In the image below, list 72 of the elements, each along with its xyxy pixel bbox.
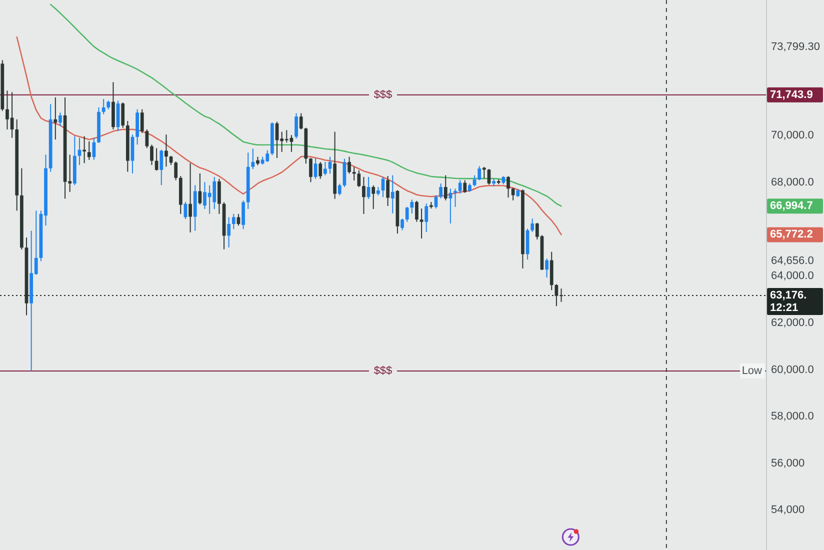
candlestick (357, 170, 361, 188)
candlestick (439, 182, 442, 199)
candlestick (400, 218, 404, 231)
candlestick (424, 203, 428, 232)
line-series (16, 36, 562, 236)
y-tick-label: 56,000 (771, 457, 805, 470)
candlestick (314, 157, 318, 180)
y-tick-label: 71,743.9 (770, 88, 813, 101)
candlestick (352, 166, 356, 181)
candlestick (145, 128, 149, 149)
candlestick (242, 200, 245, 230)
candlestick (415, 200, 418, 222)
candlestick (324, 161, 327, 176)
candlestick (154, 148, 158, 172)
candlestick (362, 176, 366, 214)
candlestick (309, 157, 312, 183)
candlestick (454, 188, 457, 208)
candlestick (487, 168, 491, 186)
candlestick (236, 213, 240, 226)
candlestick (338, 183, 342, 196)
candlestick (102, 98, 106, 115)
candlestick (150, 144, 154, 166)
candlestick (82, 136, 86, 164)
ref-line-label: $$$ (374, 364, 392, 377)
candlestick (251, 148, 255, 170)
candlestick (444, 174, 448, 201)
ref-line-label: $$$ (374, 88, 392, 101)
candlestick (545, 258, 548, 278)
y-tick-label: 58,000.0 (771, 410, 814, 423)
candlestick (164, 134, 168, 168)
candlestick (348, 156, 351, 174)
candlestick (530, 218, 534, 232)
candlestick (87, 140, 91, 160)
y-tick-label: 70,000.0 (771, 130, 814, 142)
candlestick (420, 208, 424, 239)
y-tick-label: 60,000.0 (771, 364, 814, 376)
candlestick (506, 176, 510, 198)
candlestick (390, 174, 394, 214)
y-tick-label: 54,000 (771, 504, 805, 516)
candlestick (318, 161, 322, 180)
candlestick (160, 149, 164, 186)
candlestick (54, 96, 58, 140)
y-tick-label: 62,000.0 (771, 316, 814, 329)
candlestick (511, 187, 515, 201)
candlestick (478, 166, 482, 181)
line-series (50, 4, 562, 207)
y-tick-label: 64,656.0 (771, 254, 814, 267)
candlestick (227, 216, 231, 248)
candlestick (198, 172, 202, 206)
candlestick (405, 206, 409, 222)
candlestick (458, 180, 462, 194)
text: 12:21 (770, 302, 798, 314)
y-tick-label: 63,176. (770, 289, 807, 302)
annotation: Low (742, 364, 762, 377)
y-tick-label: 65,772.2 (770, 228, 813, 241)
y-tick-label: 73,799.30 (771, 40, 820, 53)
candlestick (299, 112, 303, 130)
candlestick (140, 108, 144, 134)
y-tick-label: 68,000.0 (771, 176, 814, 189)
candlestick (463, 180, 467, 194)
candlestick (386, 176, 390, 206)
y-tick-label: 66,994.7 (770, 200, 813, 212)
candlestick (58, 112, 62, 127)
candlestick (121, 102, 125, 128)
candlestick (188, 162, 192, 233)
y-tick-label: 64,000.0 (771, 270, 814, 282)
candlestick (410, 199, 414, 214)
candlestick (372, 184, 376, 210)
candlestick (218, 178, 221, 214)
candlestick (174, 160, 178, 181)
candlestick (294, 112, 298, 140)
candlestick (232, 213, 236, 230)
